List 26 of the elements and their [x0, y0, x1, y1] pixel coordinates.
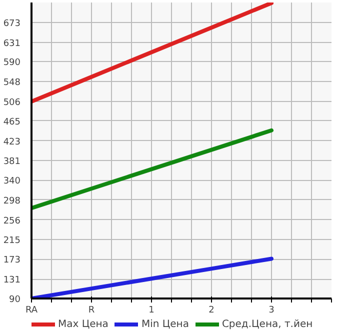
- y-tick-label: 131: [3, 276, 21, 286]
- y-tick-label: 215: [3, 236, 21, 246]
- legend-label: Сред.Цена, т.йен: [222, 318, 313, 330]
- x-tick-label: RA: [25, 306, 38, 316]
- legend-label: Min Цена: [141, 318, 189, 330]
- y-tick-label: 590: [3, 58, 21, 68]
- y-tick-label: 673: [3, 18, 21, 29]
- x-tick-label: 2: [208, 306, 214, 316]
- x-tick-label: R: [88, 306, 95, 316]
- legend-label: Max Цена: [58, 318, 108, 330]
- y-tick-label: 298: [3, 196, 21, 206]
- y-tick-label: 381: [3, 157, 21, 168]
- y-tick-label: 548: [3, 78, 21, 88]
- y-tick-label: 465: [3, 117, 21, 128]
- y-tick-label: 340: [3, 176, 21, 187]
- y-tick-label: 173: [3, 256, 21, 266]
- y-tick-label: 631: [3, 38, 21, 49]
- y-tick-label: 506: [3, 98, 21, 108]
- y-tick-label: 423: [3, 137, 21, 148]
- x-tick-label: 1: [148, 306, 154, 316]
- y-tick-label: 256: [3, 216, 21, 226]
- line-series: [32, 128, 274, 210]
- y-tick-label: 90: [9, 295, 21, 305]
- x-tick-label: 3: [268, 306, 274, 316]
- line-series: [32, 256, 274, 298]
- line-series: [32, 2, 274, 104]
